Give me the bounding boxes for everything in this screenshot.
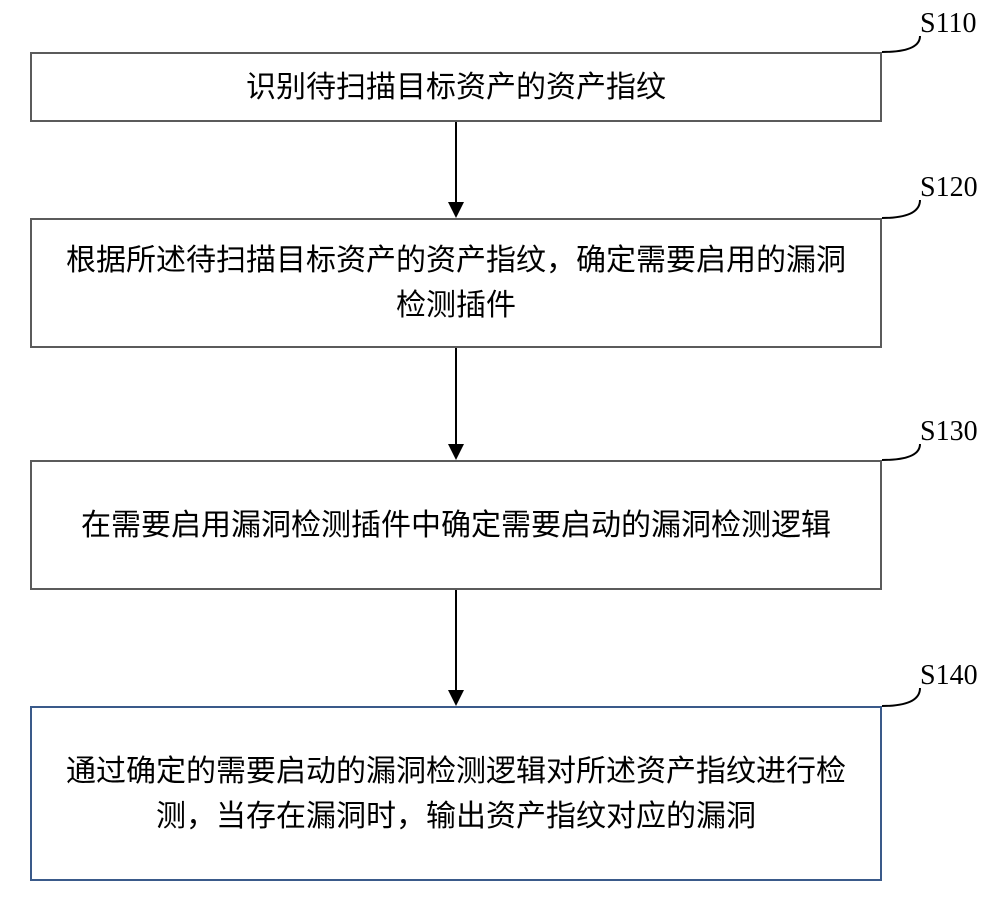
node-text: 根据所述待扫描目标资产的资产指纹，确定需要启用的漏洞检测插件	[52, 238, 860, 328]
node-text: 在需要启用漏洞检测插件中确定需要启动的漏洞检测逻辑	[81, 503, 831, 548]
flowchart-container: 识别待扫描目标资产的资产指纹 S110 根据所述待扫描目标资产的资产指纹，确定需…	[0, 0, 1000, 904]
connector-s130	[877, 439, 925, 465]
connector-s110	[877, 31, 925, 57]
node-label-s140: S140	[920, 660, 978, 692]
node-text: 通过确定的需要启动的漏洞检测逻辑对所述资产指纹进行检测，当存在漏洞时，输出资产指…	[52, 749, 860, 839]
connector-s120	[877, 195, 925, 223]
arrow-head-3	[448, 690, 464, 706]
arrow-head-2	[448, 444, 464, 460]
arrow-line-2	[455, 348, 457, 444]
flowchart-node-s140: 通过确定的需要启动的漏洞检测逻辑对所述资产指纹进行检测，当存在漏洞时，输出资产指…	[30, 706, 882, 881]
node-label-s110: S110	[920, 8, 977, 40]
arrow-line-1	[455, 122, 457, 202]
flowchart-node-s130: 在需要启用漏洞检测插件中确定需要启动的漏洞检测逻辑	[30, 460, 882, 590]
node-label-s120: S120	[920, 172, 978, 204]
connector-s140	[877, 683, 925, 711]
arrow-head-1	[448, 202, 464, 218]
node-text: 识别待扫描目标资产的资产指纹	[246, 65, 666, 110]
flowchart-node-s110: 识别待扫描目标资产的资产指纹	[30, 52, 882, 122]
node-label-s130: S130	[920, 416, 978, 448]
flowchart-node-s120: 根据所述待扫描目标资产的资产指纹，确定需要启用的漏洞检测插件	[30, 218, 882, 348]
arrow-line-3	[455, 590, 457, 690]
